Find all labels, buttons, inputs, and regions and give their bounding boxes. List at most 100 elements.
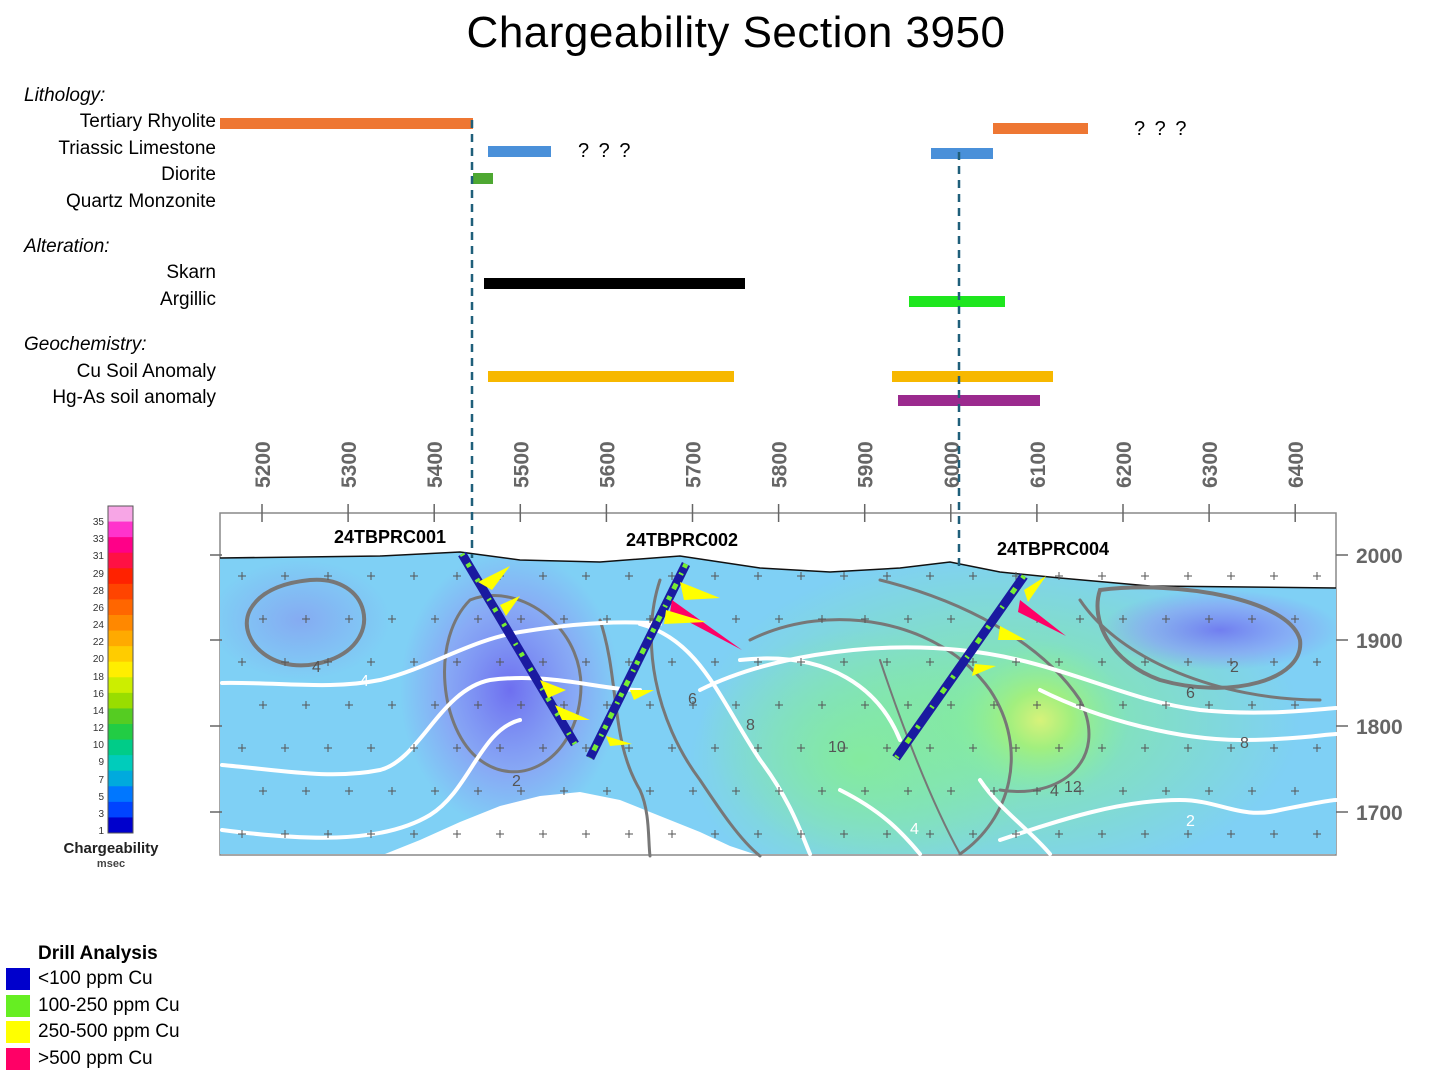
drill-holes (458, 551, 1066, 761)
grid-marker (1313, 744, 1321, 752)
grid-marker (754, 744, 762, 752)
grid-marker (926, 572, 934, 580)
grid-marker (646, 615, 654, 623)
uncertain-marks-rhyolite: ? ? ? (1134, 118, 1189, 140)
legend-swatch (6, 1021, 30, 1043)
grid-marker (840, 744, 848, 752)
drill-hole-24tbprc002[interactable] (585, 562, 742, 760)
grid-marker (990, 787, 998, 795)
grid-marker (496, 658, 504, 666)
grid-marker (732, 701, 740, 709)
scale-swatch (108, 755, 133, 772)
grid-marker (496, 744, 504, 752)
grid-marker (324, 572, 332, 580)
contour-label: 10 (828, 739, 846, 756)
grid-marker (302, 701, 310, 709)
drill-hole-label: 24TBPRC004 (997, 539, 1109, 559)
alteration-heading: Alteration: (24, 236, 110, 257)
scale-swatch (108, 615, 133, 632)
grid-marker (668, 572, 676, 580)
grid-marker (431, 701, 439, 709)
grid-marker (904, 787, 912, 795)
grid-marker (1184, 830, 1192, 838)
grid-marker (410, 744, 418, 752)
grid-marker (324, 830, 332, 838)
reference-lines (470, 120, 961, 568)
grid-marker (775, 701, 783, 709)
legend-swatch (6, 995, 30, 1017)
grid-marker (324, 744, 332, 752)
grid-marker (1313, 830, 1321, 838)
grid-marker (1119, 787, 1127, 795)
scale-swatch (108, 708, 133, 725)
x-axis: 5200 5300 5400 5500 5600 5700 5800 5900 6000 6100… (252, 441, 1308, 522)
bar-argillic (909, 296, 1005, 307)
grid-marker (517, 701, 525, 709)
grid-marker (754, 572, 762, 580)
grid-marker (603, 615, 611, 623)
grid-marker (689, 701, 697, 709)
chargeability-scale-bar (107, 505, 134, 834)
grid-marker (560, 615, 568, 623)
scale-swatch (108, 817, 133, 834)
grid-marker (367, 830, 375, 838)
x-tick-label: 5200 (252, 441, 275, 488)
lithology-heading: Lithology: (24, 85, 106, 106)
grid-marker (1248, 701, 1256, 709)
grid-marker (1119, 701, 1127, 709)
grid-marker (1055, 744, 1063, 752)
grid-marker (775, 787, 783, 795)
elevation-tick-marks (210, 554, 1348, 813)
legend-swatch (6, 968, 30, 990)
x-tick-label: 6200 (1113, 441, 1136, 488)
grid-marker (453, 658, 461, 666)
scale-tick-label: 3 (98, 808, 104, 820)
contour-label: 2 (512, 773, 521, 790)
scale-swatch (108, 786, 133, 803)
grid-marker (840, 658, 848, 666)
grid-marker (367, 658, 375, 666)
grid-marker (797, 572, 805, 580)
lithology-label-triassic-limestone: Triassic Limestone (58, 138, 216, 159)
grid-marker (861, 701, 869, 709)
grid-marker (496, 830, 504, 838)
contour-labels: 4 4 2 6 8 10 4 12 8 6 2 2 4 (312, 659, 1249, 838)
grid-marker (1162, 701, 1170, 709)
grid-marker (1098, 658, 1106, 666)
scale-tick-label: 29 (92, 568, 104, 580)
grid-marker (818, 615, 826, 623)
bar-hg-as-soil (898, 395, 1040, 406)
geochem-label-cu-soil: Cu Soil Anomaly (76, 361, 216, 382)
grid-marker (345, 701, 353, 709)
grid-marker (1184, 658, 1192, 666)
grid-marker (1141, 744, 1149, 752)
x-tick-label: 5500 (510, 441, 533, 488)
grid-marker (539, 572, 547, 580)
grid-marker (969, 744, 977, 752)
lithology-label-quartz-monzonite: Quartz Monzonite (66, 191, 216, 212)
scale-swatch (108, 724, 133, 741)
grid-marker (453, 572, 461, 580)
grid-marker (431, 787, 439, 795)
scale-tick-label: 31 (92, 551, 104, 563)
scale-swatch (108, 770, 133, 787)
scale-tick-label: 28 (92, 585, 104, 597)
grid-marker (603, 701, 611, 709)
contour-label: 6 (1186, 685, 1195, 702)
grid-marker (926, 658, 934, 666)
drill-hole-24tbprc001[interactable] (458, 551, 590, 747)
drill-hole-24tbprc004[interactable] (892, 573, 1066, 761)
x-tick-label: 5700 (683, 441, 706, 488)
grid-marker (1098, 744, 1106, 752)
scale-tick-label: 18 (92, 671, 104, 683)
grid-marker (388, 787, 396, 795)
grid-marker (259, 787, 267, 795)
grid-marker (1055, 658, 1063, 666)
contour-label: 4 (910, 821, 919, 838)
grid-marker (582, 830, 590, 838)
legend-label: >500 ppm Cu (38, 1048, 153, 1069)
contour-label: 2 (1230, 659, 1239, 676)
legend-swatch (6, 1048, 30, 1070)
grid-marker (926, 744, 934, 752)
scale-tick-label: 10 (92, 740, 104, 752)
